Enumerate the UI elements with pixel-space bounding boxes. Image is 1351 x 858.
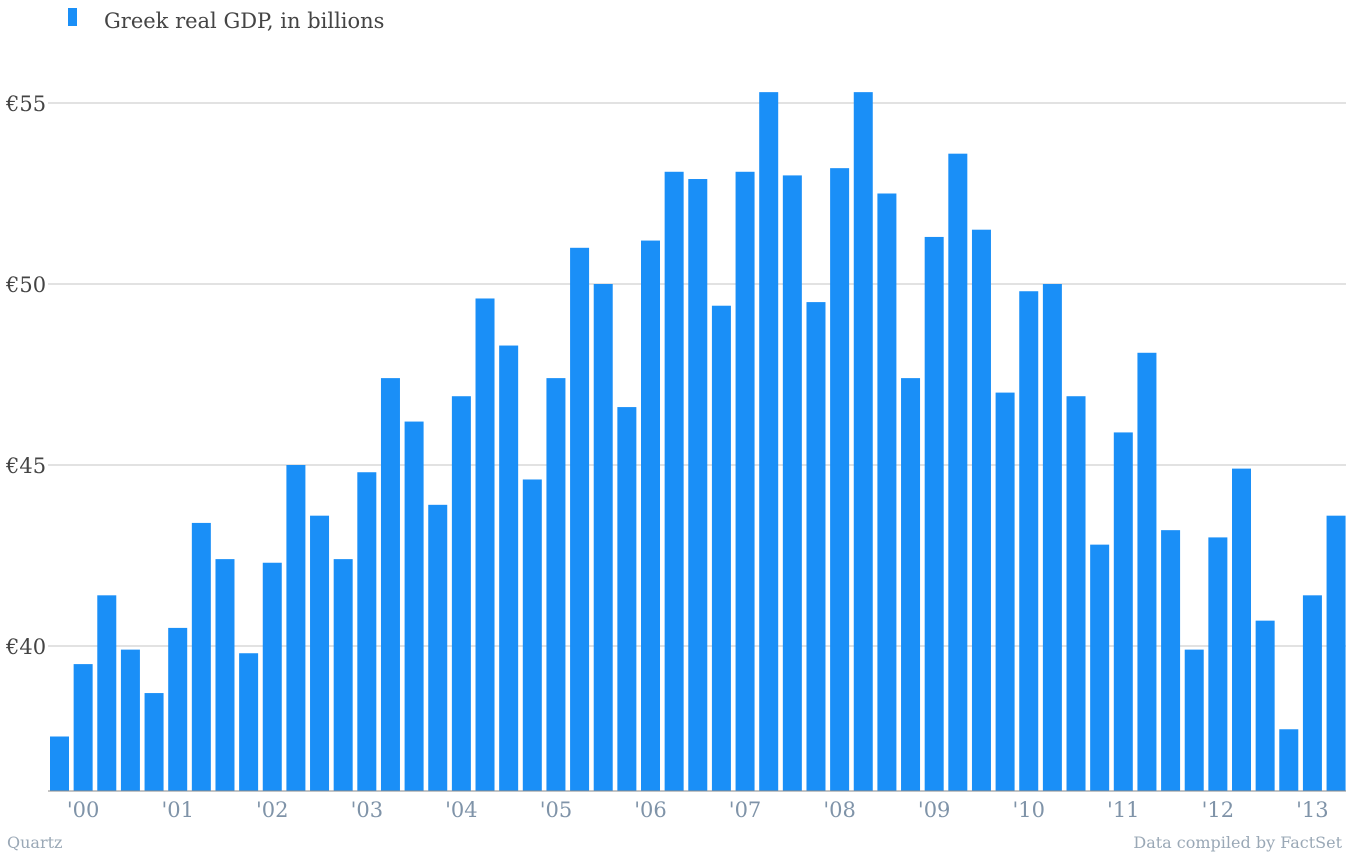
y-tick-label: €50 [5,273,46,297]
bar [97,595,117,791]
bar [735,171,755,791]
bar [617,407,637,791]
y-tick-label: €55 [5,92,46,116]
footer-source-right: Data compiled by FactSet [1133,833,1342,852]
bar [1184,649,1204,791]
bar [641,240,660,791]
bar [593,284,613,791]
legend-swatch [68,8,77,26]
bar [1113,432,1133,791]
bar [759,92,779,791]
x-tick-label: '09 [918,798,951,822]
bar [570,247,590,792]
bar [830,168,850,791]
y-tick-label: €45 [5,454,46,478]
bar [546,378,566,791]
bar [333,559,353,791]
bar [428,504,448,791]
x-tick-label: '13 [1296,798,1329,822]
x-tick-label: '11 [1107,798,1140,822]
x-tick-label: '10 [1012,798,1045,822]
bar [475,298,495,791]
x-tick-label: '12 [1202,798,1235,822]
x-tick-label: '08 [823,798,856,822]
bars [50,92,1346,792]
bar [120,649,140,791]
bar [215,559,235,791]
bar [286,465,306,791]
bar [310,515,330,791]
bar [664,171,684,791]
bar [924,236,944,791]
bar [877,193,897,791]
bar [948,153,968,791]
x-tick-label: '04 [445,798,478,822]
bar [1042,284,1062,791]
bar [1137,352,1157,791]
bar [1208,537,1228,791]
bar [711,305,731,791]
bar [404,421,424,791]
bar [262,562,282,791]
bar [1326,515,1346,791]
bar [357,472,377,791]
bar [782,175,802,791]
x-tick-label: '06 [634,798,667,822]
x-tick-label: '01 [161,798,194,822]
x-tick-label: '07 [729,798,762,822]
bar [995,392,1015,791]
x-tick-label: '05 [540,798,573,822]
bar [191,522,211,791]
bar [499,345,519,791]
bar [168,627,188,791]
x-tick-label: '03 [351,798,384,822]
bar [380,378,400,791]
y-axis-labels: €40 €45 €50 €55 [5,92,46,659]
bar [73,664,93,791]
bar [971,229,991,791]
bar [1255,620,1275,791]
bar [522,479,542,791]
footer-source-left: Quartz [7,833,62,852]
y-tick-label: €40 [5,635,46,659]
bar [853,92,873,791]
bar [688,179,708,791]
bar [1279,729,1299,791]
bar [1019,291,1039,791]
bar [1090,544,1110,791]
bar [1066,396,1086,791]
x-tick-label: '02 [256,798,289,822]
bar [901,378,921,791]
bar [451,396,471,791]
bar [1232,468,1251,791]
bar [1161,530,1181,791]
bar [50,736,69,791]
bar [1302,595,1322,791]
bar [144,693,164,791]
legend-label: Greek real GDP, in billions [104,9,384,33]
bar [239,653,259,791]
x-tick-label: '00 [67,798,100,822]
x-axis-labels: '00 '01 '02 '03 '04 '05 '06 '07 '08 '09 '10 '11 '12 '… [67,798,1329,822]
legend: Greek real GDP, in billions [68,8,384,33]
bar [806,302,826,791]
